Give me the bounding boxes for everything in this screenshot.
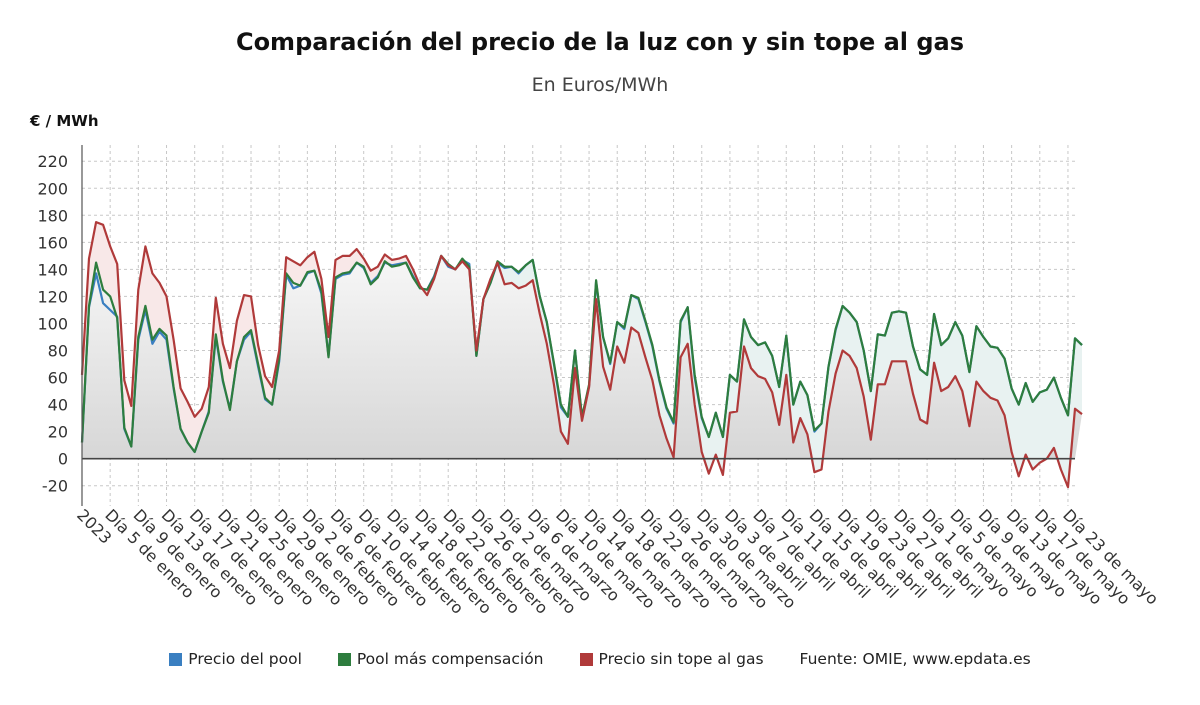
- legend-item-compensacion: Pool más compensación: [337, 650, 544, 668]
- y-tick-label: 140: [37, 260, 68, 279]
- y-tick-label: 220: [37, 152, 68, 171]
- y-tick-label: 20: [48, 423, 68, 442]
- legend-label-sin-tope: Precio sin tope al gas: [598, 650, 764, 668]
- area-base-fill: [82, 255, 1082, 488]
- area-sin-tope-fill: [82, 222, 428, 452]
- legend-label-pool: Precio del pool: [188, 650, 302, 668]
- legend-item-sin-tope: Precio sin tope al gas: [579, 650, 764, 668]
- y-tick-label: 40: [48, 396, 68, 415]
- y-tick-label: 60: [48, 369, 68, 388]
- legend-label-compensacion: Pool más compensación: [356, 650, 544, 668]
- legend-swatch-pool: [169, 652, 183, 666]
- legend-swatch-compensacion: [337, 652, 351, 666]
- legend: Precio del pool Pool más compensación Pr…: [0, 650, 1200, 668]
- y-tick-label: 180: [37, 206, 68, 225]
- series-line-sin-tope: [80, 221, 1083, 489]
- chart-title: Comparación del precio de la luz con y s…: [235, 28, 965, 56]
- y-tick-label: 160: [37, 233, 68, 252]
- y-tick-label: 120: [37, 287, 68, 306]
- chart-subtitle: En Euros/MWh: [531, 74, 669, 96]
- legend-item-pool: Precio del pool: [169, 650, 302, 668]
- y-tick-label: 200: [37, 179, 68, 198]
- y-tick-label: 100: [37, 314, 68, 333]
- source-text: Fuente: OMIE, www.epdata.es: [799, 650, 1031, 668]
- source-note: Fuente: OMIE, www.epdata.es: [800, 650, 1031, 668]
- y-tick-label: 80: [48, 342, 68, 361]
- y-tick-label: 0: [58, 450, 68, 469]
- y-axis-label: € / MWh: [30, 112, 99, 130]
- area-band-fill: [82, 222, 1082, 488]
- legend-swatch-sin-tope: [579, 652, 593, 666]
- y-tick-label: -20: [42, 477, 68, 496]
